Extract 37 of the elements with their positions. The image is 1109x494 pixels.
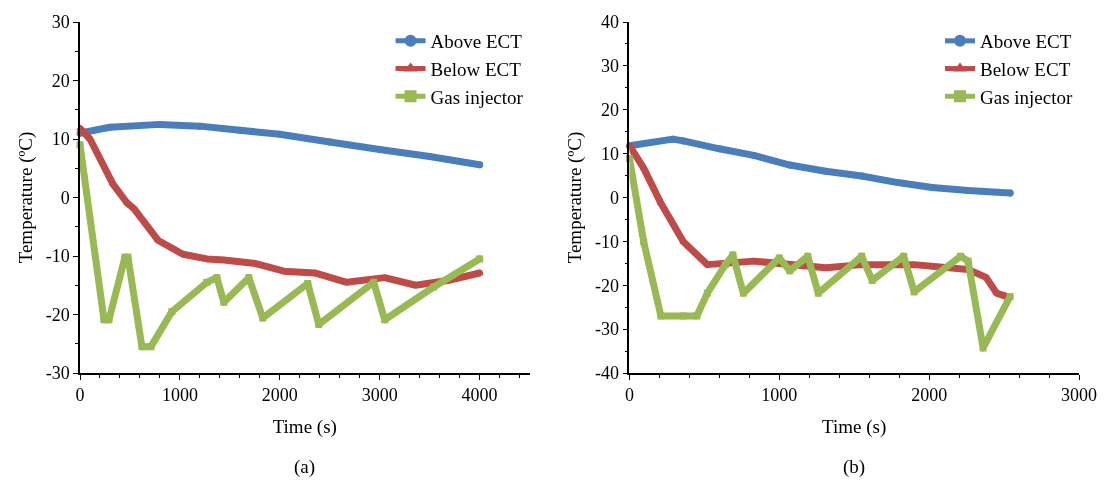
y-tick-label: -40: [595, 363, 620, 384]
x-tick-label: 1000: [761, 385, 798, 406]
text: (b): [843, 456, 866, 478]
y-axis-title: Temperature (ºC): [15, 131, 37, 264]
x-tick-label: 3000: [1061, 385, 1097, 406]
y-tick-label: -20: [595, 275, 620, 296]
legend-label: Below ECT: [430, 58, 522, 80]
x-tick-label: 2000: [911, 385, 948, 406]
y-tick-label: 10: [601, 143, 620, 164]
y-tick-label: -30: [45, 363, 70, 384]
legend-label: Gas injector: [980, 86, 1073, 108]
y-tick-label: -30: [595, 319, 620, 340]
x-tick-label: 2000: [261, 385, 298, 406]
x-axis-title: Time (s): [822, 415, 887, 438]
y-tick-label: -10: [45, 246, 70, 267]
x-tick-label: 4000: [461, 385, 498, 406]
y-tick-label: 30: [51, 12, 70, 33]
y-tick-label: 0: [610, 187, 620, 208]
x-axis-title: Time (s): [272, 415, 337, 438]
y-tick-label: -10: [595, 231, 620, 252]
x-tick-label: 3000: [361, 385, 398, 406]
y-axis-title: Temperature (ºC): [564, 131, 587, 264]
legend-label: Below ECT: [980, 58, 1071, 80]
y-tick-label: 40: [601, 12, 620, 33]
y-tick-label: -20: [45, 304, 70, 325]
y-tick-label: 0: [60, 187, 70, 208]
x-tick-label: 0: [624, 385, 634, 406]
legend-label: Above ECT: [430, 31, 523, 53]
legend-label: Gas injector: [430, 86, 524, 108]
legend-label: Above ECT: [980, 31, 1072, 53]
y-tick-label: 10: [51, 129, 70, 150]
y-tick-label: 20: [601, 100, 620, 121]
x-tick-label: 1000: [161, 385, 198, 406]
text: (a): [294, 456, 316, 478]
y-tick-label: 30: [601, 56, 620, 77]
x-tick-label: 0: [75, 385, 85, 406]
y-tick-label: 20: [51, 70, 70, 91]
